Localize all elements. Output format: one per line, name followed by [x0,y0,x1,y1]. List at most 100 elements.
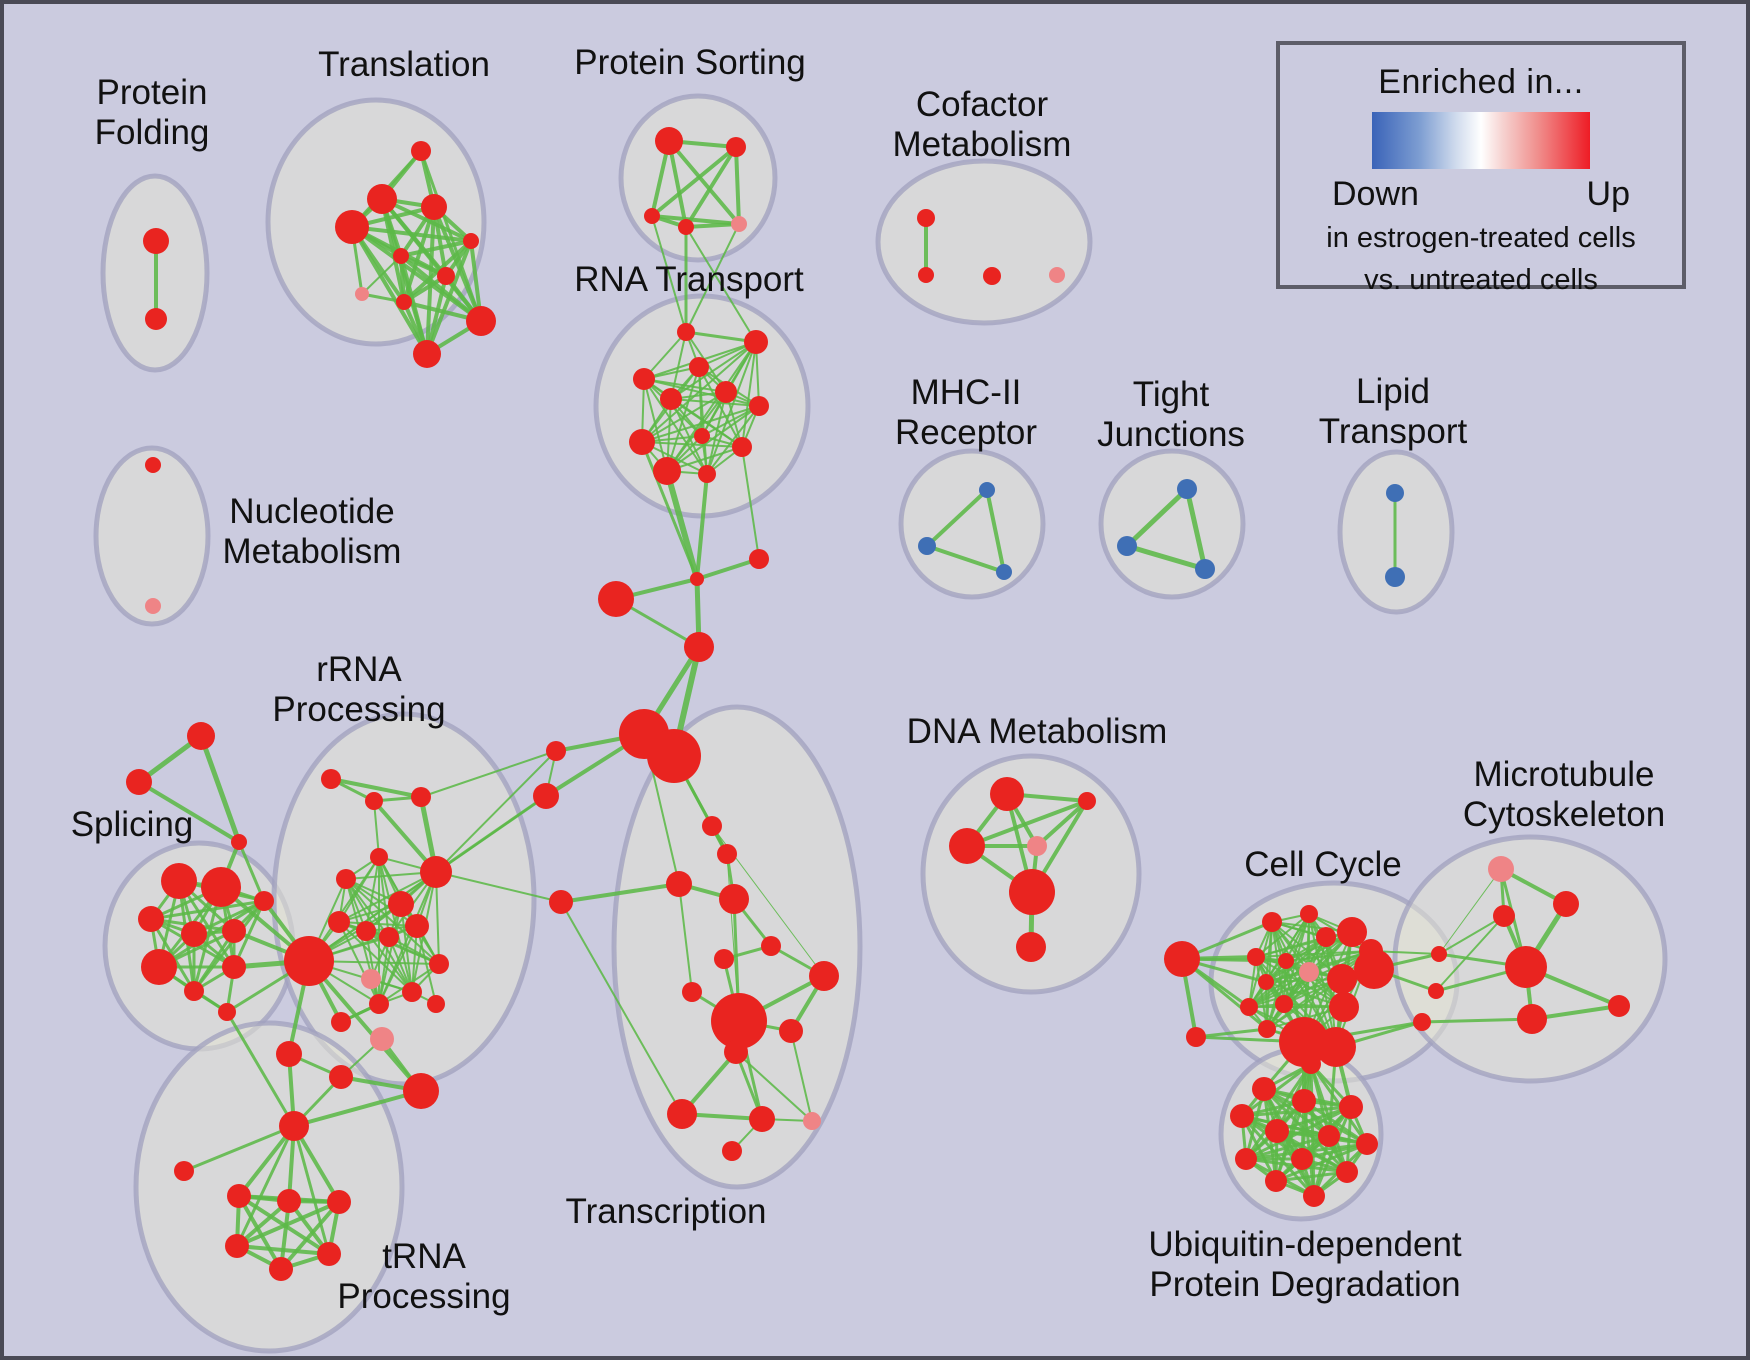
node-54[interactable] [231,834,247,850]
node-133[interactable] [1279,1017,1329,1067]
node-64[interactable] [218,1003,236,1021]
node-43[interactable] [698,465,716,483]
node-141[interactable] [1493,905,1515,927]
node-21[interactable] [1049,267,1065,283]
node-156[interactable] [1303,1185,1325,1207]
node-52[interactable] [187,722,215,750]
node-126[interactable] [1299,962,1319,982]
node-80[interactable] [369,994,389,1014]
node-73[interactable] [356,921,376,941]
node-145[interactable] [1252,1077,1276,1101]
node-56[interactable] [201,867,241,907]
node-55[interactable] [161,863,197,899]
node-22[interactable] [145,457,161,473]
node-137[interactable] [1428,983,1444,999]
node-95[interactable] [702,816,722,836]
node-41[interactable] [732,437,752,457]
node-63[interactable] [184,981,204,1001]
node-138[interactable] [1413,1013,1431,1031]
node-88[interactable] [174,1161,194,1181]
node-7[interactable] [393,248,409,264]
node-86[interactable] [370,1027,394,1051]
node-102[interactable] [809,961,839,991]
node-10[interactable] [396,294,412,310]
node-9[interactable] [355,287,369,301]
node-132[interactable] [1329,992,1359,1022]
node-19[interactable] [918,267,934,283]
node-47[interactable] [684,632,714,662]
node-134[interactable] [1316,1027,1356,1067]
node-42[interactable] [653,457,681,485]
node-99[interactable] [549,890,573,914]
node-24[interactable] [979,482,995,498]
node-32[interactable] [677,323,695,341]
node-71[interactable] [388,891,414,917]
node-103[interactable] [682,982,702,1002]
node-5[interactable] [421,194,447,220]
node-14[interactable] [726,137,746,157]
node-28[interactable] [1117,536,1137,556]
node-50[interactable] [546,741,566,761]
node-120[interactable] [1300,905,1318,923]
node-68[interactable] [370,848,388,866]
node-146[interactable] [1292,1089,1316,1113]
node-124[interactable] [1247,948,1265,966]
node-144[interactable] [1608,995,1630,1017]
node-154[interactable] [1336,1161,1358,1183]
node-104[interactable] [711,993,767,1049]
node-33[interactable] [744,330,768,354]
node-116[interactable] [1016,932,1046,962]
node-18[interactable] [917,209,935,227]
node-122[interactable] [1337,917,1367,947]
node-136[interactable] [1431,946,1447,962]
node-53[interactable] [126,769,152,795]
node-108[interactable] [749,1106,775,1132]
node-153[interactable] [1291,1148,1313,1170]
node-46[interactable] [598,581,634,617]
node-100[interactable] [761,936,781,956]
node-16[interactable] [678,219,694,235]
node-152[interactable] [1356,1133,1378,1155]
node-79[interactable] [429,954,449,974]
node-38[interactable] [749,396,769,416]
node-140[interactable] [1553,891,1579,917]
node-129[interactable] [1240,998,1258,1016]
node-2[interactable] [411,141,431,161]
node-157[interactable] [1301,1054,1321,1074]
node-89[interactable] [227,1184,251,1208]
node-67[interactable] [411,787,431,807]
node-92[interactable] [225,1234,249,1258]
node-119[interactable] [1262,912,1282,932]
node-44[interactable] [690,572,704,586]
node-101[interactable] [714,949,734,969]
node-70[interactable] [420,856,452,888]
node-36[interactable] [660,388,682,410]
node-20[interactable] [983,267,1001,285]
node-155[interactable] [1265,1170,1287,1192]
node-76[interactable] [284,936,334,986]
node-8[interactable] [437,267,455,285]
node-118[interactable] [1186,1027,1206,1047]
node-112[interactable] [1078,792,1096,810]
node-142[interactable] [1505,946,1547,988]
node-57[interactable] [138,906,164,932]
node-12[interactable] [413,340,441,368]
node-1[interactable] [145,308,167,330]
node-148[interactable] [1230,1104,1254,1128]
node-125[interactable] [1278,953,1294,969]
node-117[interactable] [1164,941,1200,977]
node-115[interactable] [1009,869,1055,915]
node-131[interactable] [1258,1020,1276,1038]
node-62[interactable] [222,955,246,979]
node-110[interactable] [722,1141,742,1161]
node-106[interactable] [724,1040,748,1064]
node-121[interactable] [1316,927,1336,947]
node-139[interactable] [1488,856,1514,882]
node-31[interactable] [1385,567,1405,587]
node-128[interactable] [1258,974,1274,990]
node-127[interactable] [1327,964,1357,994]
node-113[interactable] [949,828,985,864]
node-135[interactable] [1354,949,1394,989]
node-4[interactable] [335,210,369,244]
node-3[interactable] [367,184,397,214]
